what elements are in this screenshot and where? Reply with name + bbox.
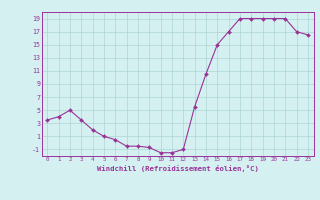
X-axis label: Windchill (Refroidissement éolien,°C): Windchill (Refroidissement éolien,°C) [97,165,259,172]
